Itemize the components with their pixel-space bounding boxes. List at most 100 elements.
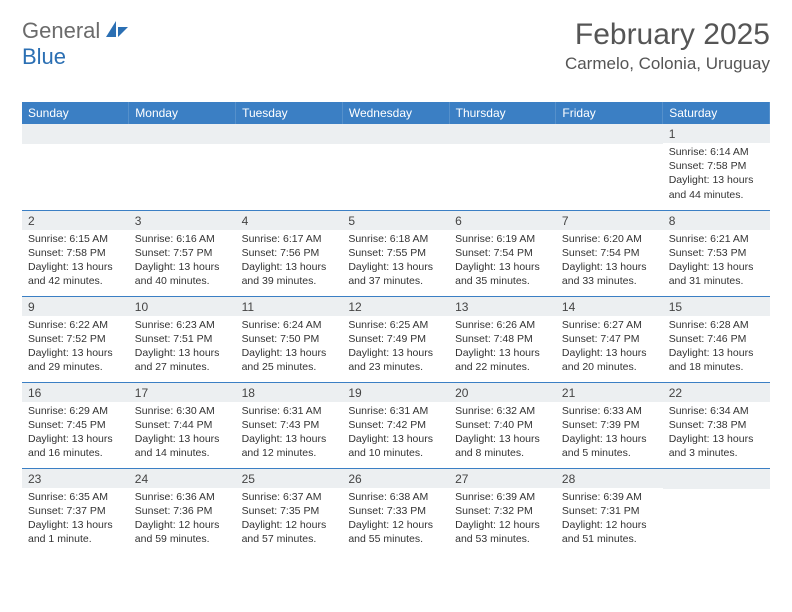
day-number: 12: [342, 297, 449, 316]
day-number: 26: [342, 469, 449, 488]
day-number: [449, 124, 556, 129]
day-details: Sunrise: 6:25 AMSunset: 7:49 PMDaylight:…: [342, 316, 449, 379]
calendar-cell: [556, 124, 663, 210]
day-details: Sunrise: 6:14 AMSunset: 7:58 PMDaylight:…: [663, 143, 770, 206]
calendar-cell: 27Sunrise: 6:39 AMSunset: 7:32 PMDayligh…: [449, 468, 556, 554]
logo-text-blue: Blue: [22, 44, 66, 69]
sunrise-text: Sunrise: 6:36 AM: [135, 490, 230, 504]
day-details: Sunrise: 6:19 AMSunset: 7:54 PMDaylight:…: [449, 230, 556, 293]
day-details: Sunrise: 6:21 AMSunset: 7:53 PMDaylight:…: [663, 230, 770, 293]
sunrise-text: Sunrise: 6:39 AM: [562, 490, 657, 504]
daylight-text: Daylight: 13 hours and 25 minutes.: [242, 346, 337, 374]
day-header-row: SundayMondayTuesdayWednesdayThursdayFrid…: [22, 102, 770, 124]
sunrise-text: Sunrise: 6:20 AM: [562, 232, 657, 246]
sunset-text: Sunset: 7:43 PM: [242, 418, 337, 432]
daylight-text: Daylight: 13 hours and 12 minutes.: [242, 432, 337, 460]
sunrise-text: Sunrise: 6:16 AM: [135, 232, 230, 246]
day-number: 18: [236, 383, 343, 402]
sunrise-text: Sunrise: 6:26 AM: [455, 318, 550, 332]
day-details: Sunrise: 6:29 AMSunset: 7:45 PMDaylight:…: [22, 402, 129, 465]
day-number: [22, 124, 129, 129]
day-header: Friday: [556, 102, 663, 124]
day-details: [129, 144, 236, 150]
daylight-text: Daylight: 13 hours and 27 minutes.: [135, 346, 230, 374]
calendar-cell: [236, 124, 343, 210]
daylight-text: Daylight: 13 hours and 5 minutes.: [562, 432, 657, 460]
day-details: [22, 144, 129, 150]
daylight-text: Daylight: 12 hours and 53 minutes.: [455, 518, 550, 546]
day-details: Sunrise: 6:16 AMSunset: 7:57 PMDaylight:…: [129, 230, 236, 293]
calendar-table: SundayMondayTuesdayWednesdayThursdayFrid…: [22, 102, 770, 554]
day-details: [449, 144, 556, 150]
day-details: Sunrise: 6:23 AMSunset: 7:51 PMDaylight:…: [129, 316, 236, 379]
sunset-text: Sunset: 7:55 PM: [348, 246, 443, 260]
sunset-text: Sunset: 7:54 PM: [455, 246, 550, 260]
day-number: 28: [556, 469, 663, 488]
calendar-cell: 23Sunrise: 6:35 AMSunset: 7:37 PMDayligh…: [22, 468, 129, 554]
day-details: Sunrise: 6:22 AMSunset: 7:52 PMDaylight:…: [22, 316, 129, 379]
day-number: 21: [556, 383, 663, 402]
sunset-text: Sunset: 7:52 PM: [28, 332, 123, 346]
calendar-cell: 12Sunrise: 6:25 AMSunset: 7:49 PMDayligh…: [342, 296, 449, 382]
day-details: Sunrise: 6:18 AMSunset: 7:55 PMDaylight:…: [342, 230, 449, 293]
day-number: 4: [236, 211, 343, 230]
sunset-text: Sunset: 7:56 PM: [242, 246, 337, 260]
sunset-text: Sunset: 7:39 PM: [562, 418, 657, 432]
calendar-cell: 17Sunrise: 6:30 AMSunset: 7:44 PMDayligh…: [129, 382, 236, 468]
day-details: Sunrise: 6:39 AMSunset: 7:31 PMDaylight:…: [556, 488, 663, 551]
day-number: [236, 124, 343, 129]
calendar-week: 23Sunrise: 6:35 AMSunset: 7:37 PMDayligh…: [22, 468, 770, 554]
sunrise-text: Sunrise: 6:17 AM: [242, 232, 337, 246]
day-number: 25: [236, 469, 343, 488]
sunrise-text: Sunrise: 6:24 AM: [242, 318, 337, 332]
logo: General: [22, 18, 132, 44]
day-details: Sunrise: 6:28 AMSunset: 7:46 PMDaylight:…: [663, 316, 770, 379]
calendar-cell: 20Sunrise: 6:32 AMSunset: 7:40 PMDayligh…: [449, 382, 556, 468]
sunrise-text: Sunrise: 6:18 AM: [348, 232, 443, 246]
sunset-text: Sunset: 7:50 PM: [242, 332, 337, 346]
sunset-text: Sunset: 7:47 PM: [562, 332, 657, 346]
calendar-cell: 14Sunrise: 6:27 AMSunset: 7:47 PMDayligh…: [556, 296, 663, 382]
calendar-cell: 26Sunrise: 6:38 AMSunset: 7:33 PMDayligh…: [342, 468, 449, 554]
day-details: Sunrise: 6:35 AMSunset: 7:37 PMDaylight:…: [22, 488, 129, 551]
day-number: 27: [449, 469, 556, 488]
day-details: Sunrise: 6:24 AMSunset: 7:50 PMDaylight:…: [236, 316, 343, 379]
day-details: [663, 489, 770, 495]
daylight-text: Daylight: 12 hours and 59 minutes.: [135, 518, 230, 546]
sunset-text: Sunset: 7:53 PM: [669, 246, 764, 260]
daylight-text: Daylight: 13 hours and 16 minutes.: [28, 432, 123, 460]
daylight-text: Daylight: 13 hours and 18 minutes.: [669, 346, 764, 374]
calendar-cell: 25Sunrise: 6:37 AMSunset: 7:35 PMDayligh…: [236, 468, 343, 554]
logo-sub: Blue: [22, 44, 66, 70]
day-number: [663, 469, 770, 474]
calendar-cell: [22, 124, 129, 210]
sunrise-text: Sunrise: 6:23 AM: [135, 318, 230, 332]
day-details: Sunrise: 6:39 AMSunset: 7:32 PMDaylight:…: [449, 488, 556, 551]
daylight-text: Daylight: 13 hours and 31 minutes.: [669, 260, 764, 288]
day-number: [556, 124, 663, 129]
day-header: Monday: [129, 102, 236, 124]
day-details: Sunrise: 6:30 AMSunset: 7:44 PMDaylight:…: [129, 402, 236, 465]
day-details: Sunrise: 6:17 AMSunset: 7:56 PMDaylight:…: [236, 230, 343, 293]
calendar-week: 16Sunrise: 6:29 AMSunset: 7:45 PMDayligh…: [22, 382, 770, 468]
sunrise-text: Sunrise: 6:38 AM: [348, 490, 443, 504]
sunset-text: Sunset: 7:31 PM: [562, 504, 657, 518]
sail-icon: [104, 19, 130, 44]
daylight-text: Daylight: 13 hours and 40 minutes.: [135, 260, 230, 288]
header: General February 2025 Carmelo, Colonia, …: [22, 18, 770, 74]
day-number: 6: [449, 211, 556, 230]
day-details: Sunrise: 6:38 AMSunset: 7:33 PMDaylight:…: [342, 488, 449, 551]
sunset-text: Sunset: 7:51 PM: [135, 332, 230, 346]
day-number: 19: [342, 383, 449, 402]
sunrise-text: Sunrise: 6:30 AM: [135, 404, 230, 418]
day-details: Sunrise: 6:32 AMSunset: 7:40 PMDaylight:…: [449, 402, 556, 465]
logo-text-general: General: [22, 18, 100, 44]
sunrise-text: Sunrise: 6:28 AM: [669, 318, 764, 332]
day-header: Wednesday: [342, 102, 449, 124]
sunrise-text: Sunrise: 6:37 AM: [242, 490, 337, 504]
day-number: 10: [129, 297, 236, 316]
sunset-text: Sunset: 7:40 PM: [455, 418, 550, 432]
calendar-cell: 6Sunrise: 6:19 AMSunset: 7:54 PMDaylight…: [449, 210, 556, 296]
sunset-text: Sunset: 7:58 PM: [28, 246, 123, 260]
day-number: 11: [236, 297, 343, 316]
